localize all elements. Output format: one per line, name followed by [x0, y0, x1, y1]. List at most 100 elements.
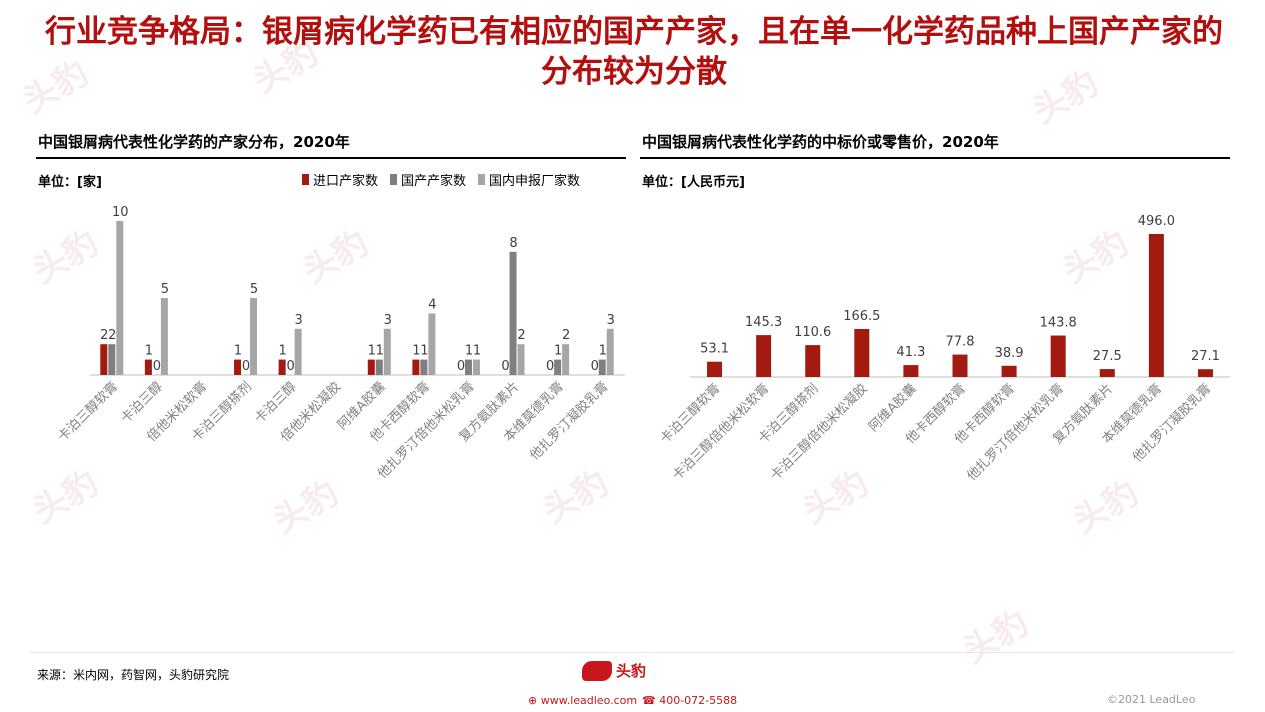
- data-label: 1: [278, 344, 286, 359]
- bar: [420, 359, 428, 375]
- data-label: 2: [100, 328, 108, 343]
- bar: [756, 335, 772, 377]
- bar: [1099, 369, 1115, 377]
- data-label: 41.3: [896, 345, 925, 360]
- data-label: 5: [161, 282, 169, 297]
- copyright: ©2021 LeadLeo: [1107, 693, 1196, 706]
- bar: [606, 328, 614, 375]
- bar: [517, 344, 525, 375]
- data-label: 1: [376, 344, 384, 359]
- data-label: 1: [234, 344, 242, 359]
- bar: [100, 344, 108, 375]
- bar: [1148, 234, 1164, 377]
- data-label: 2: [108, 328, 116, 343]
- legend-label: 进口产家数: [313, 174, 379, 189]
- bar: [383, 328, 391, 375]
- bar: [1197, 369, 1213, 377]
- data-label: 0: [153, 359, 161, 374]
- legend-swatch: [302, 174, 309, 185]
- data-label: 1: [599, 344, 607, 359]
- data-label: 27.1: [1191, 349, 1220, 364]
- x-tick-label: 他扎罗汀倍他米松乳膏: [964, 381, 1067, 484]
- bar: [144, 359, 152, 375]
- leadleo-logo: 头豹: [582, 660, 646, 681]
- bar: [903, 365, 919, 377]
- bar: [108, 344, 116, 375]
- x-tick-label: 卡泊三醇软膏: [55, 379, 121, 445]
- data-label: 8: [509, 236, 517, 251]
- data-label: 0: [286, 359, 294, 374]
- bar: [367, 359, 375, 375]
- legend-item: 国内申报厂家数: [478, 170, 580, 189]
- bar: [598, 359, 606, 375]
- left-unit-label: 单位：[家]: [38, 175, 102, 190]
- data-label: 1: [473, 344, 481, 359]
- data-label: 1: [412, 344, 420, 359]
- bar: [375, 359, 383, 375]
- data-label: 1: [420, 344, 428, 359]
- data-label: 496.0: [1138, 214, 1175, 229]
- left-chart-title: 中国银屑病代表性化学药的产家分布，2020年: [38, 133, 350, 151]
- data-label: 110.6: [794, 325, 831, 340]
- bar: [952, 354, 968, 377]
- legend-item: 进口产家数: [302, 170, 378, 189]
- x-tick-label: 他扎罗汀凝胶乳膏: [527, 379, 612, 464]
- data-label: 5: [250, 282, 258, 297]
- data-label: 0: [242, 359, 250, 374]
- bar: [554, 359, 562, 375]
- data-label: 77.8: [946, 335, 975, 350]
- data-label: 2: [517, 328, 525, 343]
- data-label: 53.1: [700, 342, 729, 357]
- phone-number: ☎ 400-072-5588: [642, 694, 738, 707]
- right-chart-title: 中国银屑病代表性化学药的中标价或零售价，2020年: [642, 133, 999, 151]
- bar: [1001, 365, 1017, 377]
- data-label: 10: [112, 205, 129, 220]
- legend-label: 国产产家数: [401, 174, 467, 189]
- bar: [562, 344, 570, 375]
- bar: [428, 313, 436, 375]
- bar: [250, 298, 258, 375]
- x-tick-label: 卡泊三醇倍他米松软膏: [669, 381, 772, 484]
- data-label: 143.8: [1040, 316, 1077, 331]
- logo-text: 头豹: [616, 662, 647, 680]
- website-text: www.leadleo.com: [540, 694, 638, 707]
- data-label: 3: [607, 313, 615, 328]
- right-title-rule: [640, 157, 1230, 159]
- data-label: 1: [368, 344, 376, 359]
- data-label: 1: [554, 344, 562, 359]
- legend-swatch: [478, 174, 486, 185]
- legend-item: 国产产家数: [390, 170, 466, 189]
- data-label: 1: [145, 344, 153, 359]
- bar: [707, 361, 723, 377]
- bar: [464, 359, 472, 375]
- data-label: 166.5: [843, 309, 880, 324]
- left-bar-chart: 2 210卡泊三醇软膏105卡泊三醇倍他米松软膏105卡泊三醇搽剂103卡泊三醇倍…: [55, 205, 625, 482]
- bar: [160, 298, 168, 375]
- data-label: 145.3: [745, 315, 782, 330]
- phone-text: 400-072-5588: [659, 694, 738, 707]
- legend-swatch: [390, 174, 398, 185]
- leopard-icon: [582, 660, 612, 681]
- bar: [854, 328, 870, 377]
- right-unit-label: 单位：[人民币元]: [642, 175, 745, 190]
- data-label: 0: [501, 359, 509, 374]
- bar: [278, 359, 286, 375]
- right-bar-chart: 53.1卡泊三醇软膏145.3卡泊三醇倍他米松软膏110.6卡泊三醇搽剂166.…: [657, 214, 1230, 484]
- source-note: 来源：米内网，药智网，头豹研究院: [37, 668, 230, 682]
- bar: [294, 328, 302, 375]
- bar: [234, 359, 242, 375]
- data-label: 0: [591, 359, 599, 374]
- bar: [1050, 335, 1066, 377]
- data-label: 38.9: [995, 346, 1024, 361]
- left-title-rule: [36, 157, 626, 159]
- watermark: 头豹: [956, 603, 1036, 672]
- left-chart-legend: 进口产家数 国产产家数 国内申报厂家数: [302, 170, 580, 189]
- data-label: 0: [457, 359, 465, 374]
- data-label: 3: [384, 313, 392, 328]
- data-label: 27.5: [1093, 349, 1122, 364]
- bar: [509, 251, 517, 375]
- website-link[interactable]: ⊕ www.leadleo.com: [528, 694, 638, 707]
- footer-divider: [30, 652, 1235, 653]
- bar: [805, 345, 821, 377]
- data-label: 0: [546, 359, 554, 374]
